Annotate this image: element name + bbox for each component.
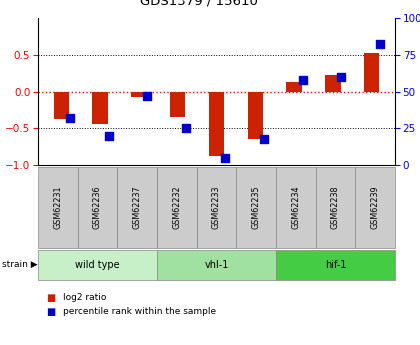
- Bar: [209, 91, 224, 156]
- Point: [260, 136, 267, 141]
- Point: [299, 77, 306, 82]
- Bar: [364, 53, 380, 91]
- Text: vhl-1: vhl-1: [204, 260, 228, 270]
- Text: wild type: wild type: [75, 260, 120, 270]
- Bar: [325, 75, 341, 91]
- Text: ■: ■: [46, 307, 55, 317]
- Text: ■: ■: [46, 293, 55, 303]
- Text: log2 ratio: log2 ratio: [63, 294, 107, 303]
- Point: [222, 155, 228, 160]
- Text: hif-1: hif-1: [325, 260, 346, 270]
- Text: GSM62238: GSM62238: [331, 186, 340, 229]
- Point: [338, 74, 345, 80]
- Text: GSM62231: GSM62231: [53, 186, 62, 229]
- Text: GSM62235: GSM62235: [252, 186, 261, 229]
- Point: [183, 126, 189, 131]
- Bar: [92, 91, 108, 124]
- Bar: [131, 91, 147, 97]
- Text: GSM62236: GSM62236: [93, 186, 102, 229]
- Text: GSM62237: GSM62237: [133, 186, 142, 229]
- Text: GSM62234: GSM62234: [291, 186, 300, 229]
- Text: GSM62232: GSM62232: [172, 186, 181, 229]
- Text: GSM62233: GSM62233: [212, 186, 221, 229]
- Point: [377, 42, 383, 47]
- Bar: [170, 91, 186, 117]
- Text: percentile rank within the sample: percentile rank within the sample: [63, 307, 216, 316]
- Text: GDS1379 / 15610: GDS1379 / 15610: [140, 0, 257, 8]
- Text: strain ▶: strain ▶: [2, 260, 38, 269]
- Point: [105, 133, 112, 138]
- Point: [66, 115, 73, 121]
- Bar: [286, 82, 302, 91]
- Bar: [53, 91, 69, 119]
- Point: [144, 93, 151, 99]
- Bar: [247, 91, 263, 139]
- Text: GSM62239: GSM62239: [371, 186, 380, 229]
